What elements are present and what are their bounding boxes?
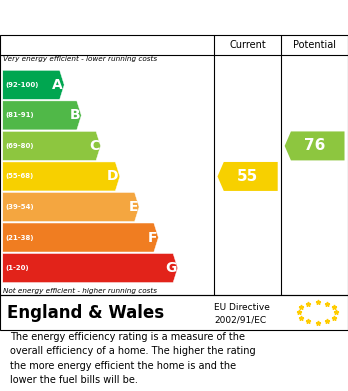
Text: (21-38): (21-38) <box>5 235 34 240</box>
Text: 2002/91/EC: 2002/91/EC <box>214 316 266 325</box>
Text: England & Wales: England & Wales <box>7 303 164 321</box>
Text: B: B <box>69 108 80 122</box>
Text: (55-68): (55-68) <box>5 174 33 179</box>
Text: The energy efficiency rating is a measure of the
overall efficiency of a home. T: The energy efficiency rating is a measur… <box>10 332 256 385</box>
Polygon shape <box>218 162 278 191</box>
Polygon shape <box>3 253 177 283</box>
Text: F: F <box>148 231 157 244</box>
Text: (69-80): (69-80) <box>5 143 34 149</box>
Text: (1-20): (1-20) <box>5 265 29 271</box>
Text: EU Directive: EU Directive <box>214 303 270 312</box>
Text: Energy Efficiency Rating: Energy Efficiency Rating <box>10 9 239 27</box>
Text: E: E <box>128 200 138 214</box>
Text: Very energy efficient - lower running costs: Very energy efficient - lower running co… <box>3 56 158 63</box>
Polygon shape <box>3 192 139 221</box>
Polygon shape <box>3 70 64 99</box>
Text: Potential: Potential <box>293 40 336 50</box>
Polygon shape <box>3 223 158 252</box>
Text: (39-54): (39-54) <box>5 204 34 210</box>
Text: 76: 76 <box>304 138 325 153</box>
Text: Not energy efficient - higher running costs: Not energy efficient - higher running co… <box>3 288 158 294</box>
Polygon shape <box>285 131 345 160</box>
Text: G: G <box>165 261 176 275</box>
Polygon shape <box>3 131 101 160</box>
Text: (92-100): (92-100) <box>5 82 39 88</box>
Text: (81-91): (81-91) <box>5 112 34 118</box>
Text: A: A <box>52 78 63 92</box>
Text: D: D <box>107 169 118 183</box>
Text: C: C <box>89 139 99 153</box>
Text: 55: 55 <box>237 169 258 184</box>
Text: Current: Current <box>229 40 266 50</box>
Polygon shape <box>3 162 120 191</box>
Polygon shape <box>3 101 81 130</box>
